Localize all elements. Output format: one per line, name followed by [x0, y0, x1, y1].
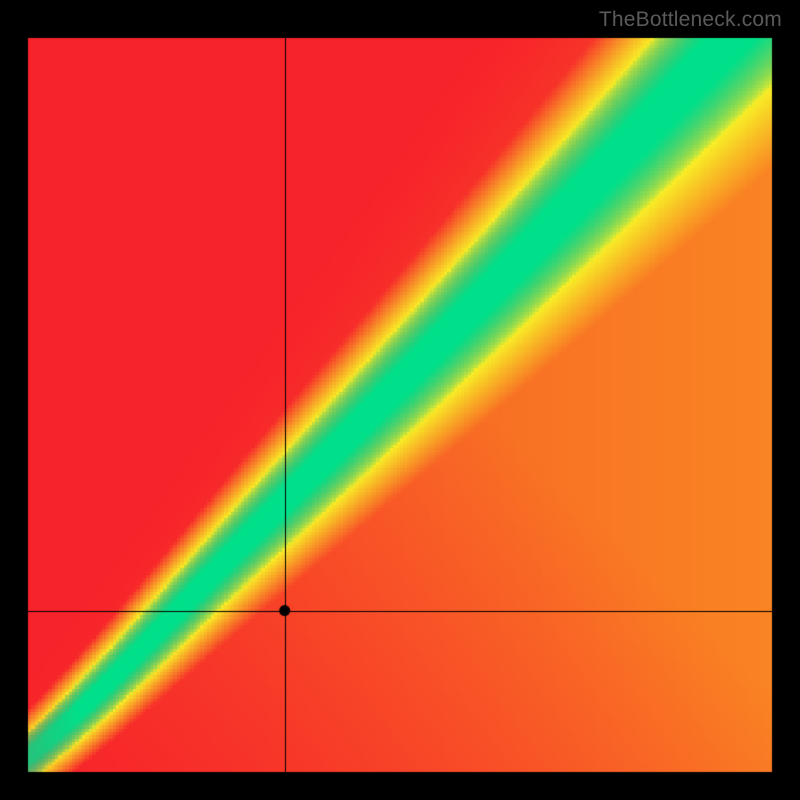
watermark-text: TheBottleneck.com [599, 8, 782, 32]
bottleneck-heatmap [0, 0, 800, 800]
chart-frame: { "watermark": { "text": "TheBottleneck.… [0, 0, 800, 800]
